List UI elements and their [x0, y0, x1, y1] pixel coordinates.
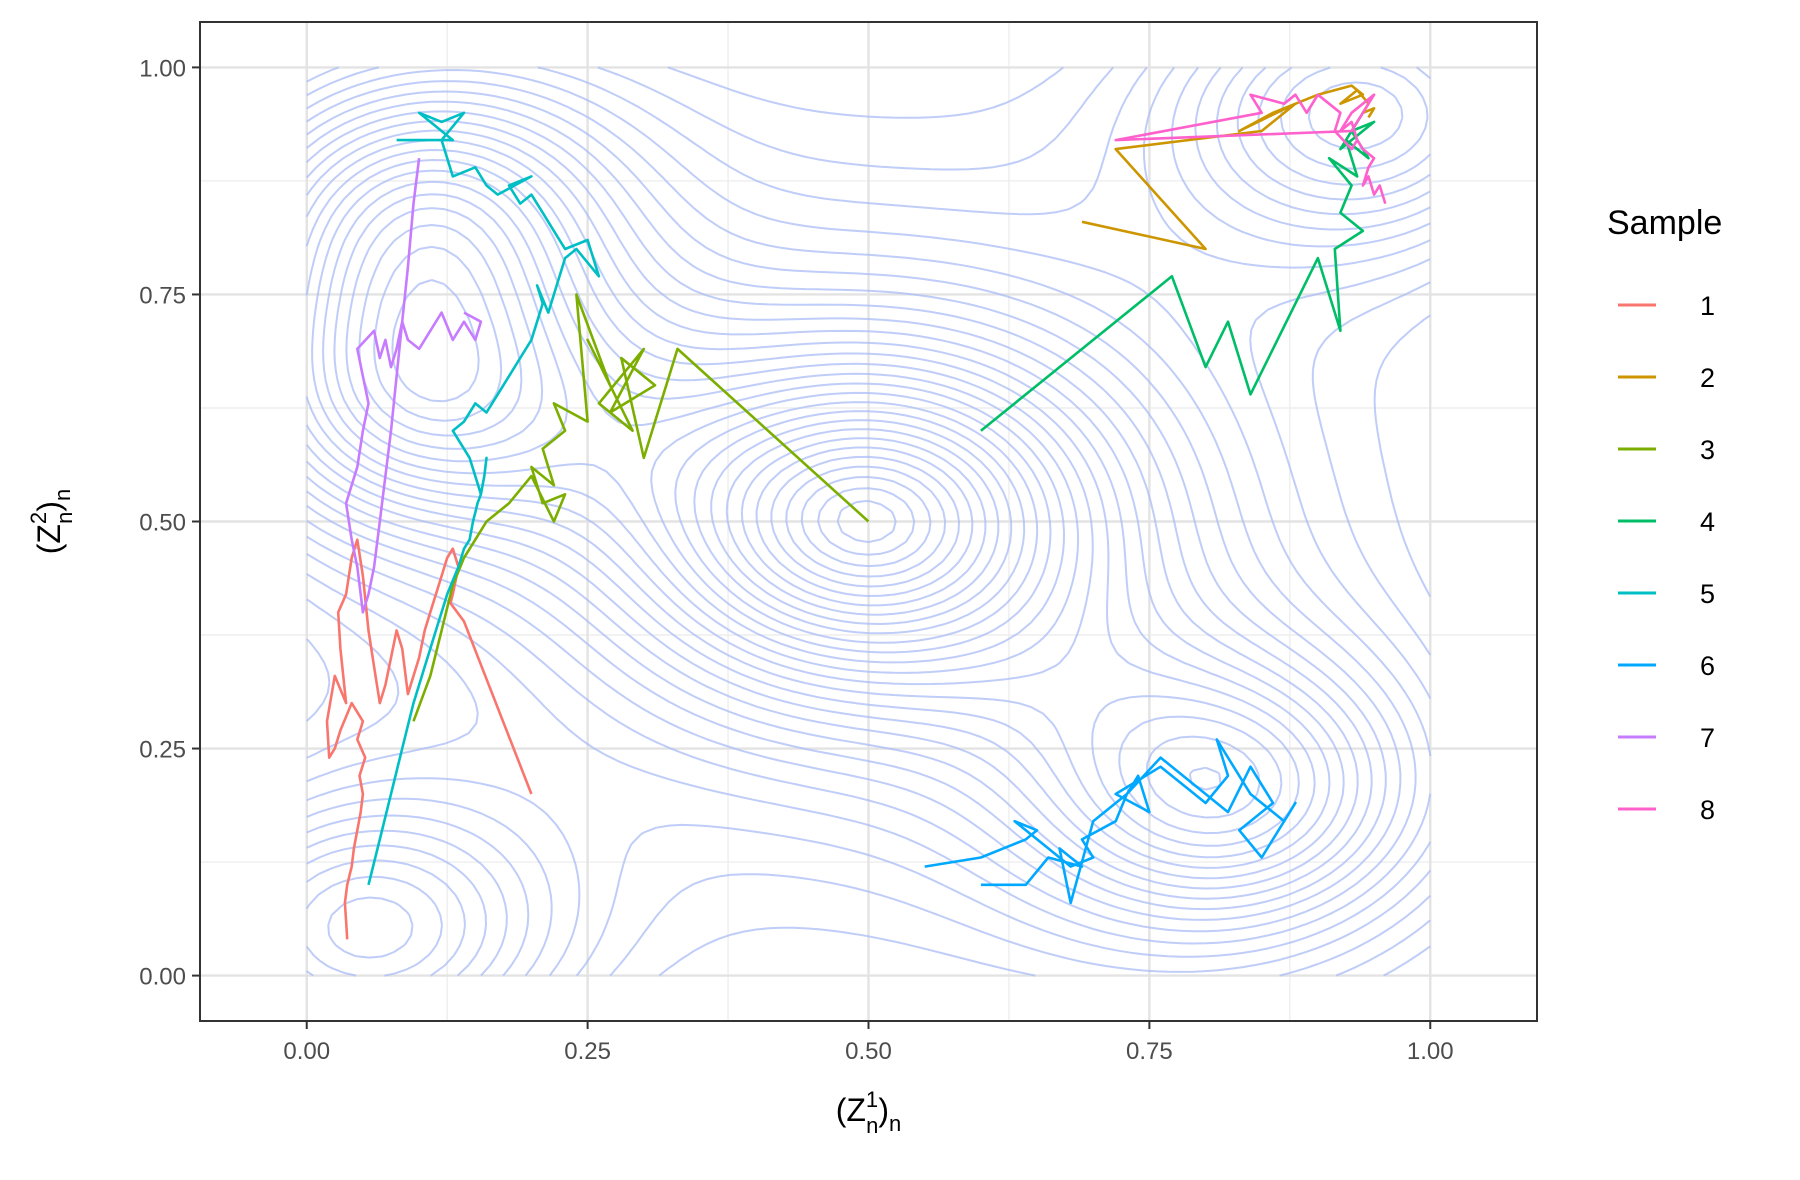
series-line-4: [980, 111, 1376, 432]
legend-label-7: 7: [1700, 723, 1715, 753]
x-title-base: (Z: [836, 1092, 866, 1128]
x-axis: 0.00 0.25 0.50 0.75 1.00: [283, 1021, 1454, 1065]
legend: Sample 1 2 3 4 5 6 7 8: [1607, 204, 1722, 825]
y-title-close: ): [31, 501, 67, 512]
x-title-sub: n: [866, 1113, 878, 1138]
series-line-6: [924, 738, 1297, 905]
trajectory-series: [325, 84, 1387, 940]
legend-label-8: 8: [1700, 795, 1715, 825]
y-title-sup: 2: [26, 512, 51, 524]
legend-label-3: 3: [1700, 435, 1715, 465]
x-title-sup: 1: [866, 1087, 878, 1112]
x-title-trail: n: [889, 1111, 901, 1136]
y-axis: 0.00 0.25 0.50 0.75 1.00: [139, 55, 200, 991]
y-tick-label-4: 1.00: [139, 55, 186, 82]
x-tick-label-3: 0.75: [1126, 1038, 1173, 1065]
legend-label-2: 2: [1700, 363, 1715, 393]
y-tick-label-1: 0.25: [139, 737, 186, 764]
series-line-7: [344, 158, 483, 614]
x-axis-title: (Z1 n)n: [836, 1087, 902, 1138]
legend-title: Sample: [1607, 204, 1722, 242]
y-tick-label-3: 0.75: [139, 282, 186, 309]
x-tick-label-4: 1.00: [1407, 1038, 1454, 1065]
legend-label-4: 4: [1700, 507, 1715, 537]
legend-label-1: 1: [1700, 291, 1715, 321]
series-line-1: [325, 538, 533, 940]
y-axis-title-group: (Z2n)n: [26, 489, 77, 555]
legend-label-5: 5: [1700, 579, 1715, 609]
series-line-8: [1114, 93, 1387, 204]
y-tick-label-2: 0.50: [139, 510, 186, 537]
series-line-3: [412, 293, 870, 722]
y-axis-title: (Z2n)n: [26, 489, 77, 555]
y-title-base: (Z: [31, 524, 67, 554]
x-tick-label-2: 0.50: [845, 1038, 892, 1065]
background-contours: [305, 66, 1432, 977]
y-title-trail: n: [50, 489, 75, 501]
y-title-sub: n: [52, 512, 77, 524]
series-line-5: [367, 111, 601, 886]
x-tick-label-0: 0.00: [283, 1038, 330, 1065]
y-tick-label-0: 0.00: [139, 964, 186, 991]
x-title-close: ): [878, 1092, 889, 1128]
contour-lines: [305, 66, 1432, 977]
legend-label-6: 6: [1700, 651, 1715, 681]
x-tick-label-1: 0.25: [564, 1038, 611, 1065]
